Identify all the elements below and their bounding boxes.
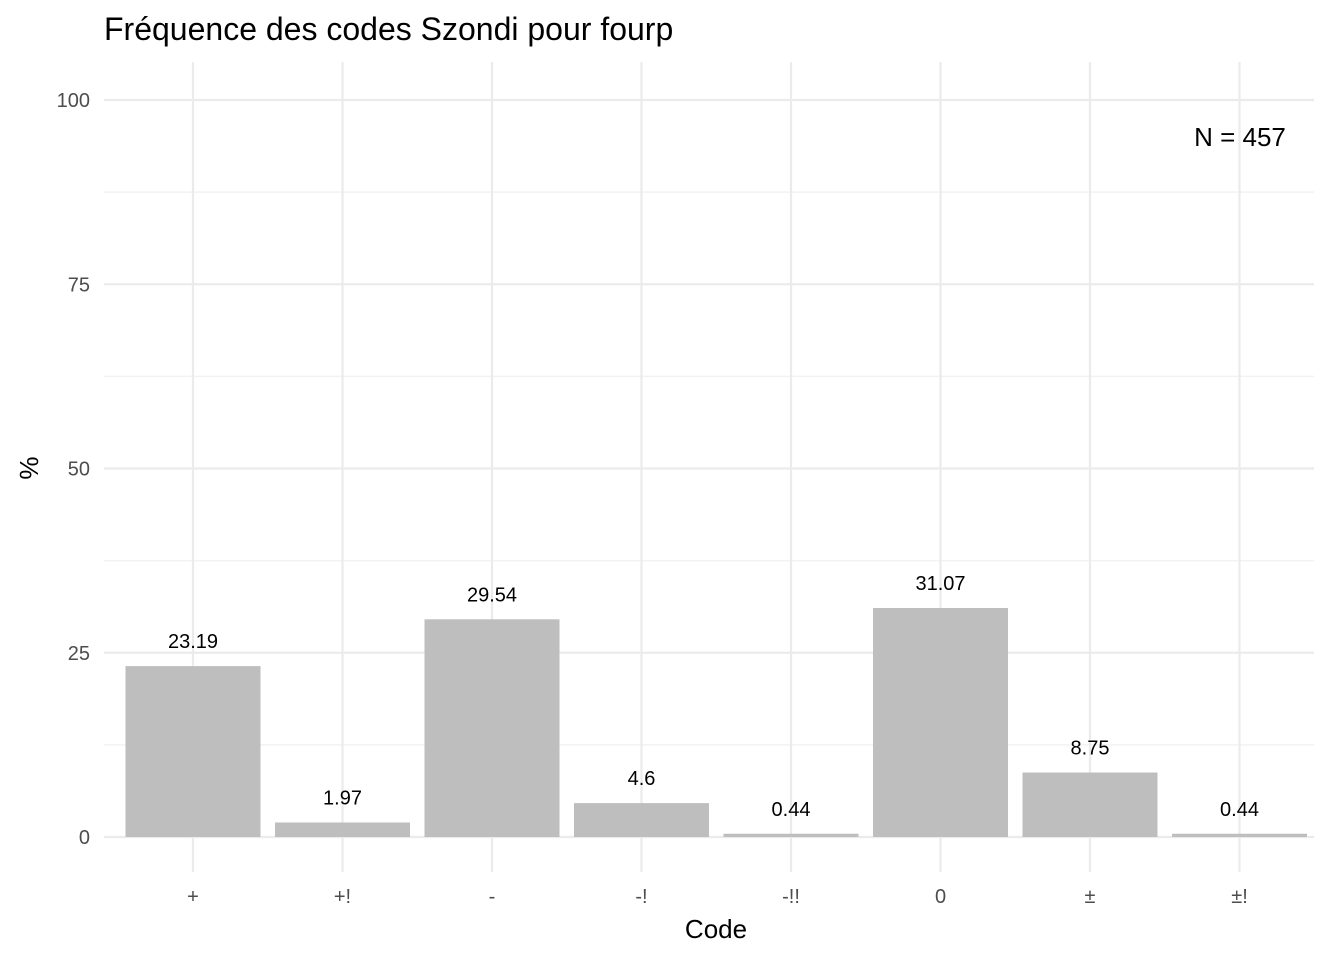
bar-value-label: 31.07 <box>915 573 965 595</box>
y-tick-label: 0 <box>79 827 90 849</box>
x-tick-label: ±! <box>1231 886 1248 908</box>
bar <box>424 619 560 837</box>
sample-size-annotation: N = 457 <box>1194 122 1286 152</box>
bar <box>125 666 261 837</box>
x-axis-title: Code <box>685 914 747 944</box>
bar-value-label: 0.44 <box>1220 799 1259 821</box>
bar-value-label: 4.6 <box>628 768 656 790</box>
y-tick-label: 25 <box>68 643 90 665</box>
bar <box>1022 772 1158 837</box>
bar <box>873 608 1008 837</box>
bar <box>275 822 410 837</box>
x-tick-label: ± <box>1085 886 1096 908</box>
x-tick-label: + <box>187 886 199 908</box>
y-tick-label: 75 <box>68 274 90 296</box>
data-labels: 23.19 1.97 29.54 4.6 0.44 31.07 8.75 0.44 <box>168 573 1259 821</box>
bar-value-label: 29.54 <box>467 584 517 606</box>
x-tick-label: 0 <box>935 886 946 908</box>
x-tick-label: -! <box>635 886 647 908</box>
bar <box>723 833 859 837</box>
y-axis-title: % <box>14 456 44 479</box>
x-tick-label: -!! <box>782 886 800 908</box>
chart-title: Fréquence des codes Szondi pour fourp <box>104 11 673 47</box>
x-tick-label: +! <box>334 886 351 908</box>
bar <box>1172 833 1307 837</box>
y-tick-label: 100 <box>57 90 90 112</box>
grid-lines <box>104 62 1314 872</box>
tick-labels: 0 25 50 75 100 + +! - -! -!! 0 ± ±! <box>57 90 1248 908</box>
bar-value-label: 0.44 <box>772 799 811 821</box>
x-tick-label: - <box>489 886 496 908</box>
bars <box>125 608 1307 837</box>
y-tick-label: 50 <box>68 459 90 481</box>
bar <box>574 803 709 837</box>
bar-value-label: 1.97 <box>323 787 362 809</box>
bar-value-label: 23.19 <box>168 631 218 653</box>
bar-value-label: 8.75 <box>1071 738 1110 760</box>
